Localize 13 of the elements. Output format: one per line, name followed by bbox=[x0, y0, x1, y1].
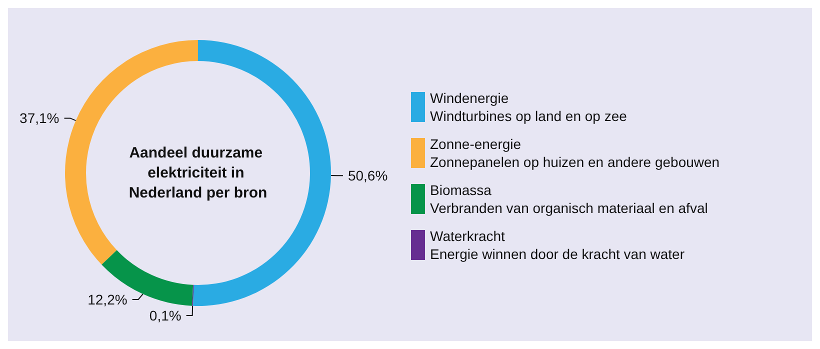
text: Windturbines op land en op zee bbox=[430, 108, 628, 124]
data-label: 37,1% bbox=[20, 110, 60, 126]
text: Energie winnen door de kracht van water bbox=[430, 246, 685, 262]
data-label: 0,1% bbox=[149, 308, 182, 324]
legend-label: Biomassa bbox=[430, 182, 492, 198]
text: Zonnepanelen op huizen en andere gebouwen bbox=[430, 154, 720, 170]
legend-label: Windenergie bbox=[430, 90, 509, 106]
text: Verbranden van organisch materiaal en afval bbox=[430, 200, 708, 216]
legend-label: Zonne-energie bbox=[430, 136, 522, 152]
text: Aandeel duurzame elektriciteit in Nederland per bron bbox=[128, 144, 268, 202]
legend-label: Waterkracht bbox=[430, 228, 506, 244]
data-label: 50,6% bbox=[348, 168, 388, 184]
data-label: 12,2% bbox=[88, 292, 128, 308]
